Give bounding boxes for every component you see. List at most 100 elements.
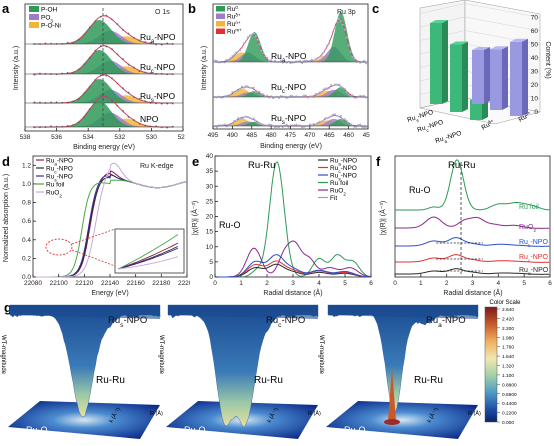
panel-b-point	[316, 56, 319, 59]
panel-c-bar-1-1	[490, 49, 502, 110]
panel-e-xtick-label: 3	[291, 280, 295, 287]
wt-low-label-1: Ru-O	[184, 425, 206, 435]
panel-a-point	[77, 98, 80, 101]
panel-b-xtick-label: 480	[266, 132, 277, 139]
panel-b-point	[223, 61, 226, 64]
panel-b-point	[322, 88, 325, 91]
panel-b-point	[337, 18, 340, 21]
panel-f-svg: f Ru-Ru Ru-O Ru foilRuO2Rus-NPORuc-NPORu…	[376, 154, 552, 297]
panel-b-point	[330, 36, 333, 39]
panel-b-point	[215, 59, 218, 62]
panel-b-point	[250, 86, 253, 89]
panel-d-xlabel: Energy (eV)	[91, 290, 128, 297]
panel-b-point	[310, 124, 313, 127]
panel-g-label: g	[4, 300, 12, 315]
panel-a-legend-label: P-OH	[41, 7, 58, 14]
colorbar-tick-label: 1.540	[502, 354, 514, 360]
panel-e-ytick-label: 5	[209, 259, 213, 266]
panel-b-point	[229, 56, 232, 59]
panel-b-component-0-0	[214, 12, 367, 63]
panel-b-point	[289, 94, 292, 97]
panel-f-curve-0	[395, 159, 550, 211]
panel-b-point	[291, 94, 294, 97]
panel-a-point	[55, 125, 58, 128]
panel-b-point	[227, 123, 230, 126]
colorbar-tick-label: 1.320	[502, 364, 514, 370]
panel-b-point	[275, 95, 278, 98]
panel-b-point	[326, 117, 329, 120]
panel-b-legend-label: Rum+	[227, 27, 242, 36]
panel-d-legend-label: RuO2	[46, 190, 62, 199]
panel-a-point	[94, 20, 97, 23]
panel-b-sample-label: Rus-NPO	[271, 113, 306, 126]
panel-a-label: a	[2, 1, 10, 16]
panel-d-ytick-label: 0.0	[22, 274, 31, 281]
panel-b-point	[308, 59, 311, 62]
panel-a-sample-label: Rua-NPO	[140, 32, 176, 45]
panel-c-ytick-label: 60	[531, 28, 539, 35]
panel-d-ytick-label: 0.4	[22, 237, 31, 244]
panel-a-point	[33, 126, 36, 129]
wt-title-1: Ruc-NPO	[266, 315, 305, 329]
panel-b-point	[320, 55, 323, 58]
panel-g: g Rus-NPO Ru-Ru Ru-O WT-magnitude k (Å⁻¹) R (…	[0, 297, 554, 446]
panel-b-point	[239, 87, 242, 90]
panel-b-point	[359, 123, 362, 126]
panel-f-xtick-label: 1	[419, 280, 423, 287]
panel-a-point	[99, 95, 102, 98]
panel-a-point	[138, 70, 141, 73]
panel-b-legend-swatch	[216, 6, 225, 12]
panel-d-zoom-ellipse	[45, 238, 73, 256]
panel-b-point	[320, 90, 323, 93]
panel-b-point	[243, 116, 245, 119]
panel-a-point	[105, 14, 108, 17]
panel-b-point	[363, 94, 366, 97]
wt-spike-base	[384, 419, 400, 425]
panel-b-legend-label: Ruδ+	[227, 12, 241, 21]
panel-b-point	[248, 86, 251, 89]
colorbar-tick-label: 2.200	[502, 326, 514, 332]
wt-peak-label-0: Ru-Ru	[96, 375, 125, 386]
panel-a-sample-label: Rus-NPO	[140, 91, 175, 104]
panel-b-point	[351, 94, 354, 97]
panel-f-xtick-label: 4	[497, 280, 501, 287]
panel-b-point	[243, 86, 245, 89]
panel-b-point	[291, 124, 294, 127]
panel-a-point	[116, 23, 119, 25]
panel-b-point	[357, 123, 360, 126]
panel-b-point	[250, 117, 253, 120]
panel-e-peak-ru-ru: Ru-Ru	[248, 160, 275, 171]
panel-b-point	[248, 117, 251, 120]
panel-b-curves	[213, 12, 368, 129]
panel-a-point	[66, 41, 69, 44]
panel-a-point	[122, 109, 124, 112]
panel-b-point	[266, 94, 269, 97]
panel-b-point	[231, 91, 234, 94]
panel-b-point	[303, 59, 306, 62]
panel-a-point	[122, 87, 124, 90]
panel-a-point	[61, 101, 64, 104]
panel-f-xtick-label: 0	[393, 280, 397, 287]
panel-f-label: f	[376, 154, 381, 169]
panel-b-point	[256, 121, 259, 124]
colorbar-tick-label: 2.640	[502, 307, 514, 313]
panel-b-xlabel: Binding energy (eV)	[260, 143, 322, 150]
panel-d-label: d	[2, 154, 10, 169]
panel-a-point	[133, 119, 135, 122]
wt-zlabel-2: WT-magnitude	[318, 335, 324, 375]
wt-title-2: Rua-NPO	[426, 315, 466, 329]
panel-a-point	[50, 125, 52, 128]
panel-e-ytick-label: 30	[206, 183, 214, 190]
panel-b-point	[320, 120, 323, 123]
colorbar-tick-label: 2.420	[502, 316, 514, 322]
panel-b-point	[334, 83, 337, 86]
panel-c-category-label: Ruc-NPO	[416, 119, 444, 135]
panel-a-legend-swatch	[29, 22, 39, 28]
panel-e-legend-label: Ru foil	[330, 180, 349, 187]
panel-d-xtick-label: 22140	[101, 280, 119, 287]
panel-f-series-label: Rua-NPO	[519, 267, 549, 277]
